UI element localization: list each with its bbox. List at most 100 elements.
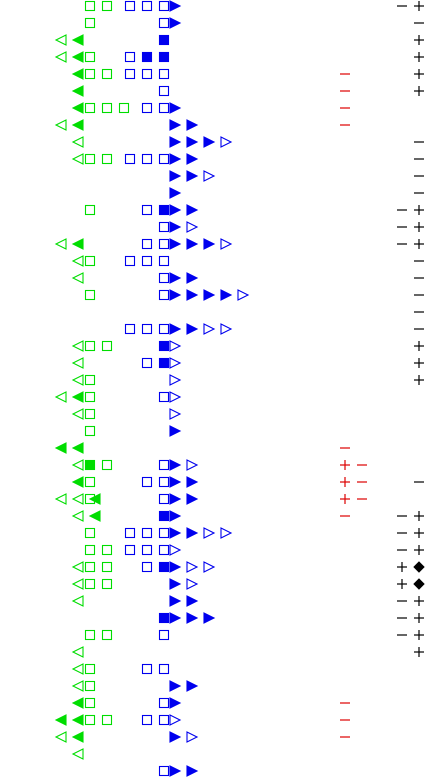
red-plus: [340, 477, 350, 487]
blue-filled-right-triangle: [169, 170, 182, 182]
green-open-left-triangle: [71, 493, 84, 505]
blue-filled-right-triangle: [186, 272, 199, 284]
blue-open-right-triangle: [203, 170, 216, 182]
black-plus: [414, 35, 424, 45]
green-open-square: [101, 153, 113, 165]
blue-filled-right-triangle: [169, 0, 182, 12]
green-open-square: [84, 0, 96, 12]
blue-open-square: [158, 255, 170, 267]
green-open-left-triangle: [54, 731, 67, 743]
blue-filled-right-triangle: [169, 459, 182, 471]
blue-open-right-triangle: [169, 340, 182, 352]
green-open-left-triangle: [71, 136, 84, 148]
blue-open-square: [158, 102, 170, 114]
blue-open-square: [158, 765, 170, 777]
blue-filled-right-triangle: [169, 119, 182, 131]
green-open-square: [84, 391, 96, 403]
blue-filled-right-triangle: [169, 680, 182, 692]
blue-open-square: [141, 714, 153, 726]
blue-filled-right-triangle: [169, 136, 182, 148]
blue-filled-right-triangle: [169, 697, 182, 709]
blue-open-square: [158, 272, 170, 284]
blue-open-square: [141, 68, 153, 80]
blue-open-right-triangle: [220, 136, 233, 148]
green-open-square: [101, 578, 113, 590]
black-plus: [414, 222, 424, 232]
green-filled-left-triangle: [71, 714, 84, 726]
blue-open-right-triangle: [169, 357, 182, 369]
red-plus: [340, 460, 350, 470]
blue-filled-right-triangle: [169, 187, 182, 199]
blue-filled-square: [158, 357, 170, 369]
green-open-square: [101, 68, 113, 80]
blue-open-square: [141, 544, 153, 556]
blue-open-right-triangle: [203, 527, 216, 539]
green-open-square: [84, 153, 96, 165]
black-diamond: [413, 578, 425, 590]
blue-open-square: [141, 0, 153, 12]
blue-open-square: [124, 527, 136, 539]
green-filled-left-triangle: [88, 510, 101, 522]
green-open-left-triangle: [71, 595, 84, 607]
blue-open-square: [141, 663, 153, 675]
blue-open-square: [158, 68, 170, 80]
green-open-left-triangle: [71, 459, 84, 471]
blue-filled-right-triangle: [186, 136, 199, 148]
blue-open-square: [124, 153, 136, 165]
black-plus: [414, 647, 424, 657]
green-filled-left-triangle: [71, 51, 84, 63]
black-plus: [397, 562, 407, 572]
blue-filled-right-triangle: [203, 238, 216, 250]
blue-filled-right-triangle: [169, 765, 182, 777]
blue-open-square: [158, 629, 170, 641]
blue-open-right-triangle: [186, 731, 199, 743]
blue-open-right-triangle: [169, 408, 182, 420]
blue-filled-right-triangle: [186, 527, 199, 539]
blue-filled-right-triangle: [169, 204, 182, 216]
green-open-square: [84, 629, 96, 641]
blue-open-square: [158, 544, 170, 556]
green-filled-left-triangle: [71, 85, 84, 97]
blue-filled-right-triangle: [169, 527, 182, 539]
green-open-square: [101, 340, 113, 352]
green-open-square: [84, 408, 96, 420]
blue-open-square: [158, 289, 170, 301]
green-filled-left-triangle: [71, 476, 84, 488]
blue-open-square: [158, 17, 170, 29]
blue-open-right-triangle: [186, 459, 199, 471]
blue-open-square: [158, 391, 170, 403]
blue-filled-right-triangle: [169, 578, 182, 590]
green-open-left-triangle: [54, 119, 67, 131]
green-open-left-triangle: [71, 357, 84, 369]
green-open-square: [101, 714, 113, 726]
black-plus: [414, 341, 424, 351]
blue-open-square: [158, 323, 170, 335]
green-open-square: [84, 476, 96, 488]
blue-open-square: [158, 663, 170, 675]
blue-filled-right-triangle: [203, 289, 216, 301]
blue-open-square: [141, 561, 153, 573]
black-plus: [414, 69, 424, 79]
blue-filled-right-triangle: [186, 493, 199, 505]
green-filled-left-triangle: [71, 731, 84, 743]
green-open-left-triangle: [71, 153, 84, 165]
blue-open-right-triangle: [203, 323, 216, 335]
blue-filled-right-triangle: [186, 289, 199, 301]
green-filled-left-triangle: [54, 714, 67, 726]
green-open-square: [101, 561, 113, 573]
blue-filled-right-triangle: [186, 765, 199, 777]
green-open-left-triangle: [54, 34, 67, 46]
green-open-left-triangle: [54, 51, 67, 63]
blue-filled-right-triangle: [169, 238, 182, 250]
green-open-square: [84, 527, 96, 539]
blue-filled-right-triangle: [203, 136, 216, 148]
blue-open-square: [124, 323, 136, 335]
blue-open-square: [124, 51, 136, 63]
blue-open-square: [158, 85, 170, 97]
blue-open-square: [158, 476, 170, 488]
blue-filled-right-triangle: [186, 153, 199, 165]
green-filled-left-triangle: [71, 119, 84, 131]
green-open-square: [84, 663, 96, 675]
green-open-left-triangle: [71, 255, 84, 267]
blue-filled-right-triangle: [169, 493, 182, 505]
